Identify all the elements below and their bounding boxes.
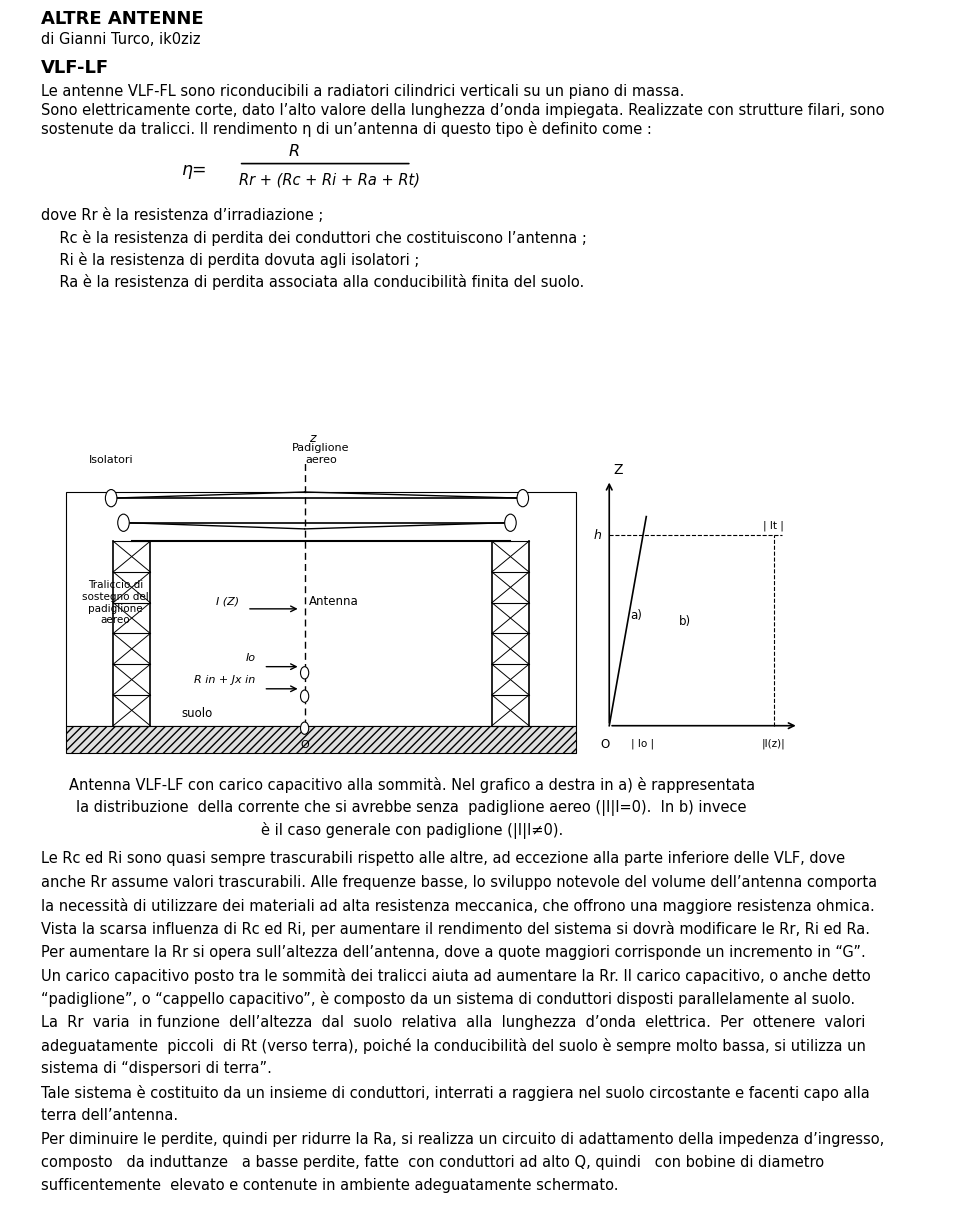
Circle shape <box>300 667 309 679</box>
Text: a): a) <box>631 609 642 621</box>
Text: η=: η= <box>181 161 206 180</box>
Text: Per diminuire le perdite, quindi per ridurre la Ra, si realizza un circuito di a: Per diminuire le perdite, quindi per rid… <box>41 1132 884 1146</box>
Circle shape <box>106 490 117 507</box>
Circle shape <box>300 722 309 734</box>
Circle shape <box>118 514 130 531</box>
Text: composto   da induttanze   a basse perdite, fatte  con conduttori ad alto Q, qui: composto da induttanze a basse perdite, … <box>41 1155 825 1170</box>
Text: Z: Z <box>613 464 623 477</box>
Text: la necessità di utilizzare dei materiali ad alta resistenza meccanica, che offro: la necessità di utilizzare dei materiali… <box>41 898 875 914</box>
Circle shape <box>300 690 309 702</box>
Text: di Gianni Turco, ik0ziz: di Gianni Turco, ik0ziz <box>41 32 201 47</box>
Text: “padiglione”, o “cappello capacitivo”, è composto da un sistema di conduttori di: “padiglione”, o “cappello capacitivo”, è… <box>41 991 855 1007</box>
Text: Padiglione
aereo: Padiglione aereo <box>293 443 349 465</box>
Text: Antenna VLF-LF con carico capacitivo alla sommità. Nel grafico a destra in a) è : Antenna VLF-LF con carico capacitivo all… <box>68 777 755 793</box>
Text: I (Z): I (Z) <box>216 597 239 606</box>
Text: Le Rc ed Ri sono quasi sempre trascurabili rispetto alle altre, ad eccezione all: Le Rc ed Ri sono quasi sempre trascurabi… <box>41 851 846 866</box>
Text: | Io |: | Io | <box>631 738 654 749</box>
Bar <box>66 726 576 753</box>
Text: | It |: | It | <box>763 520 784 531</box>
Text: VLF-LF: VLF-LF <box>41 59 109 77</box>
Text: z: z <box>309 432 315 445</box>
Text: O: O <box>300 740 309 750</box>
Text: Ra è la resistenza di perdita associata alla conducibilità finita del suolo.: Ra è la resistenza di perdita associata … <box>41 274 585 290</box>
Circle shape <box>517 490 529 507</box>
Text: Vista la scarsa influenza di Rc ed Ri, per aumentare il rendimento del sistema s: Vista la scarsa influenza di Rc ed Ri, p… <box>41 921 870 937</box>
Text: Antenna: Antenna <box>309 595 358 608</box>
Text: suolo: suolo <box>181 706 212 720</box>
Text: Isolatori: Isolatori <box>89 455 133 465</box>
Text: sistema di “dispersori di terra”.: sistema di “dispersori di terra”. <box>41 1061 272 1076</box>
Text: Io: Io <box>245 653 255 663</box>
Text: sufficentemente  elevato e contenute in ambiente adeguatamente schermato.: sufficentemente elevato e contenute in a… <box>41 1178 618 1193</box>
Text: adeguatamente  piccoli  di Rt (verso terra), poiché la conducibilità del suolo è: adeguatamente piccoli di Rt (verso terra… <box>41 1038 866 1054</box>
Text: Ri è la resistenza di perdita dovuta agli isolatori ;: Ri è la resistenza di perdita dovuta agl… <box>41 252 420 268</box>
Text: h: h <box>593 529 601 541</box>
Text: Traliccio di
sostegno del
padiglione
aereo: Traliccio di sostegno del padiglione aer… <box>82 581 149 625</box>
Text: b): b) <box>680 615 691 627</box>
Text: ALTRE ANTENNE: ALTRE ANTENNE <box>41 10 204 28</box>
Bar <box>66 492 576 726</box>
Text: R: R <box>288 144 300 159</box>
Text: Per aumentare la Rr si opera sull’altezza dell’antenna, dove a quote maggiori co: Per aumentare la Rr si opera sull’altezz… <box>41 945 866 959</box>
Text: è il caso generale con padiglione (|I|l≠0).: è il caso generale con padiglione (|I|l≠… <box>260 822 563 839</box>
Text: Rc è la resistenza di perdita dei conduttori che costituiscono l’antenna ;: Rc è la resistenza di perdita dei condut… <box>41 230 587 246</box>
Text: La  Rr  varia  in funzione  dell’altezza  dal  suolo  relativa  alla  lunghezza : La Rr varia in funzione dell’altezza dal… <box>41 1015 866 1030</box>
Text: Le antenne VLF-FL sono riconducibili a radiatori cilindrici verticali su un pian: Le antenne VLF-FL sono riconducibili a r… <box>41 84 684 98</box>
Text: Tale sistema è costituito da un insieme di conduttori, interrati a raggiera nel : Tale sistema è costituito da un insieme … <box>41 1085 870 1101</box>
Text: dove Rr è la resistenza d’irradiazione ;: dove Rr è la resistenza d’irradiazione ; <box>41 208 324 223</box>
Text: anche Rr assume valori trascurabili. Alle frequenze basse, lo sviluppo notevole : anche Rr assume valori trascurabili. All… <box>41 875 877 889</box>
Text: R in + Jx in: R in + Jx in <box>194 675 255 685</box>
Text: O: O <box>601 738 610 752</box>
Text: la distribuzione  della corrente che si avrebbe senza  padiglione aereo (|I|l=0): la distribuzione della corrente che si a… <box>77 800 747 815</box>
Text: Rr + (Rc + Ri + Ra + Rt): Rr + (Rc + Ri + Ra + Rt) <box>239 172 420 187</box>
Text: terra dell’antenna.: terra dell’antenna. <box>41 1108 179 1123</box>
Text: |I(z)|: |I(z)| <box>762 738 786 749</box>
Circle shape <box>505 514 516 531</box>
Text: Un carico capacitivo posto tra le sommità dei tralicci aiuta ad aumentare la Rr.: Un carico capacitivo posto tra le sommit… <box>41 968 871 984</box>
Text: Sono elettricamente corte, dato l’alto valore della lunghezza d’onda impiegata. : Sono elettricamente corte, dato l’alto v… <box>41 103 885 137</box>
